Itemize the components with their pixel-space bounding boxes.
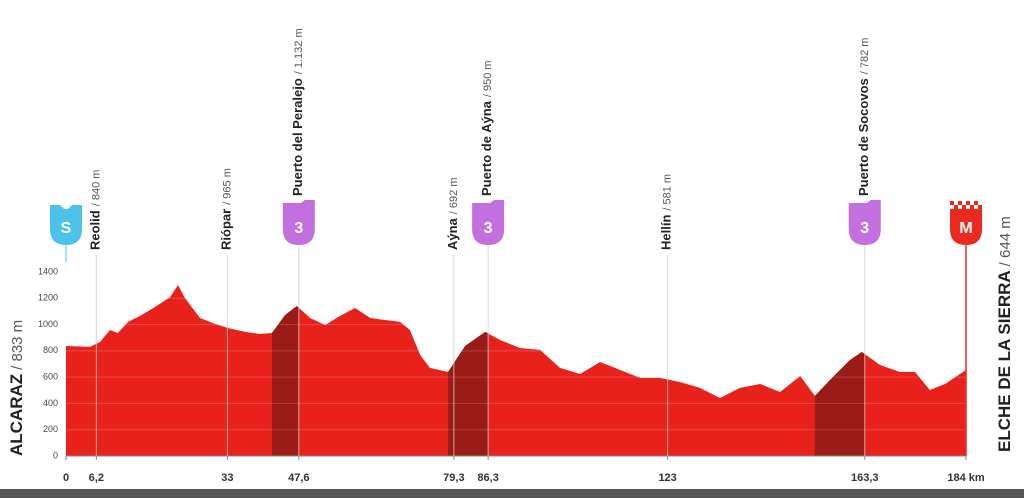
waypoint-altitude: / 833 m xyxy=(9,320,26,370)
waypoint-altitude: / 644 m xyxy=(997,216,1014,266)
badge-text: 3 xyxy=(860,220,869,237)
badge-shape xyxy=(950,209,982,245)
y-tick-label: 600 xyxy=(43,372,58,382)
waypoint-label: ELCHE DE LA SIERRA / 644 m xyxy=(995,216,1014,452)
badge-shape xyxy=(50,209,82,245)
waypoint-name: Puerto de Aýna xyxy=(480,100,495,196)
checker xyxy=(954,205,958,209)
x-tick-label: 6,2 xyxy=(89,472,104,484)
waypoint-name: Puerto del Peralejo xyxy=(290,78,305,196)
waypoint-altitude: / 1.132 m xyxy=(293,28,305,74)
waypoint-name: ALCARAZ xyxy=(7,374,26,456)
waypoint-altitude: / 965 m xyxy=(221,168,233,205)
climb-section xyxy=(814,285,865,456)
waypoint-name: Puerto de Socovos xyxy=(856,78,871,196)
badge-top xyxy=(50,205,82,209)
waypoint-name: ELCHE DE LA SIERRA xyxy=(995,270,1014,452)
badge-shape xyxy=(282,209,315,245)
y-tick-label: 1200 xyxy=(38,293,58,303)
waypoint-label: Puerto del Peralejo / 1.132 m xyxy=(290,28,305,196)
y-tick-label: 400 xyxy=(43,398,58,408)
bottom-bar xyxy=(0,489,1024,498)
waypoint-label: Reolid / 840 m xyxy=(88,170,103,250)
x-tick-label: 123 xyxy=(658,472,676,484)
badge-flag xyxy=(472,200,505,209)
checker xyxy=(958,201,962,205)
waypoint-altitude: / 782 m xyxy=(859,38,871,75)
y-tick-label: 200 xyxy=(43,424,58,434)
badge-text: M xyxy=(959,220,972,237)
badge-shape xyxy=(472,209,505,245)
checker xyxy=(950,201,954,205)
checker xyxy=(958,205,962,209)
waypoint-label: Puerto de Aýna / 950 m xyxy=(480,60,495,196)
badge-text: 3 xyxy=(484,220,493,237)
checker xyxy=(950,205,954,209)
waypoint-altitude: / 581 m xyxy=(662,174,674,211)
checker xyxy=(978,201,982,205)
waypoint-name: Aýna xyxy=(445,217,460,250)
x-tick-label: 0 xyxy=(63,472,69,484)
y-tick-label: 800 xyxy=(43,345,58,355)
x-tick-label: 47,6 xyxy=(288,472,309,484)
checker xyxy=(978,205,982,209)
waypoint-label: Puerto de Socovos / 782 m xyxy=(856,38,871,196)
x-tick-label: 86,3 xyxy=(477,472,498,484)
badge: S xyxy=(50,205,82,245)
x-tick-label: 184 km xyxy=(947,472,985,484)
x-tick-label: 79,3 xyxy=(443,472,464,484)
badge: 3 xyxy=(282,200,315,245)
waypoint-label: Hellín / 581 m xyxy=(659,174,674,250)
checker xyxy=(962,201,966,205)
badge-flag xyxy=(282,200,315,209)
checker xyxy=(970,201,974,205)
waypoint-label: Riópar / 965 m xyxy=(219,168,234,250)
checker xyxy=(954,201,958,205)
badge: 3 xyxy=(848,200,881,245)
badge: 3 xyxy=(472,200,505,245)
badge-flag xyxy=(848,200,881,209)
checker xyxy=(974,205,978,209)
badge-text: 3 xyxy=(294,220,303,237)
x-tick-label: 163,3 xyxy=(851,472,879,484)
checker xyxy=(962,205,966,209)
waypoint-name: Reolid xyxy=(88,210,103,250)
badge-text: S xyxy=(61,220,72,237)
checker xyxy=(970,205,974,209)
waypoint-altitude: / 692 m xyxy=(448,178,460,215)
y-tick-label: 1400 xyxy=(38,266,58,276)
waypoint-label: Aýna / 692 m xyxy=(445,178,460,250)
checker xyxy=(974,201,978,205)
waypoint-name: Riópar xyxy=(219,209,234,250)
climb-section xyxy=(271,285,299,456)
waypoint-altitude: / 950 m xyxy=(482,60,494,97)
y-tick-label: 1000 xyxy=(38,319,58,329)
waypoint-altitude: / 840 m xyxy=(90,170,102,207)
badge: M xyxy=(950,201,982,245)
x-tick-label: 33 xyxy=(221,472,233,484)
y-tick-label: 0 xyxy=(53,450,58,460)
badge-shape xyxy=(848,209,881,245)
waypoint-name: Hellín xyxy=(659,215,674,250)
checker xyxy=(966,205,970,209)
checker xyxy=(966,201,970,205)
waypoint-label: ALCARAZ / 833 m xyxy=(7,320,26,456)
